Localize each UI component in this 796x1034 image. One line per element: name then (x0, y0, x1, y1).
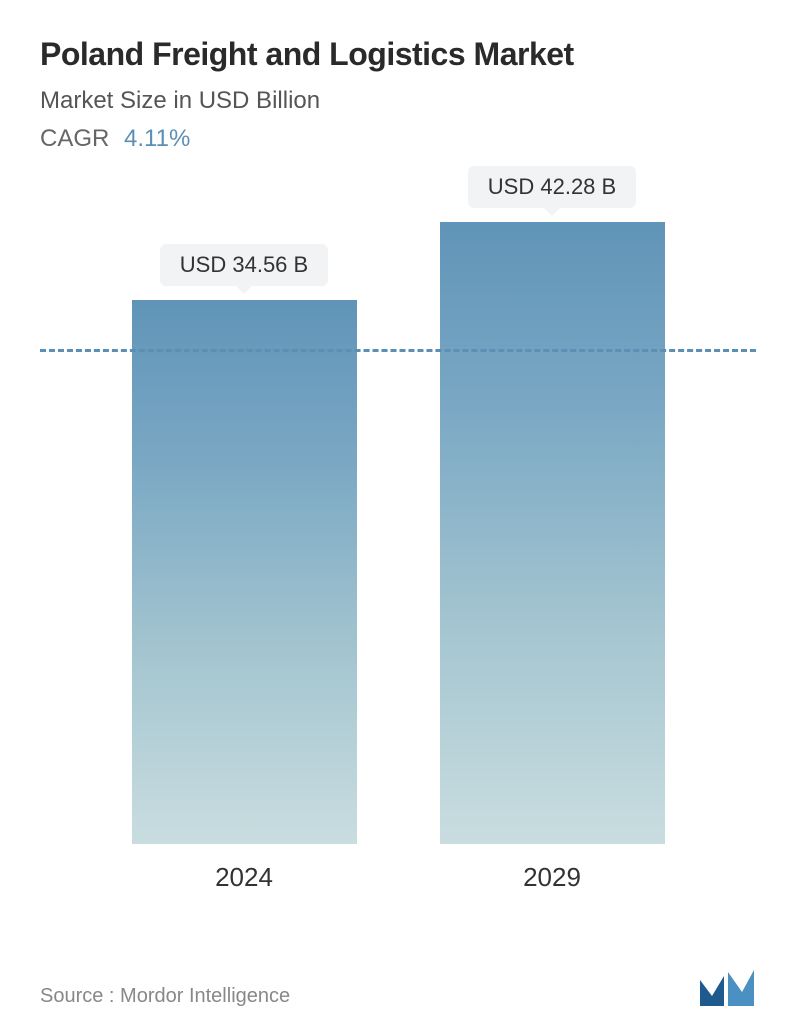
chart-area: USD 34.56 B 2024 USD 42.28 B 2029 (60, 213, 736, 893)
logo-svg (698, 968, 756, 1008)
bar-group-2024: USD 34.56 B 2024 (132, 244, 357, 893)
bars-wrapper: USD 34.56 B 2024 USD 42.28 B 2029 (60, 213, 736, 893)
chart-subtitle: Market Size in USD Billion (40, 87, 756, 115)
source-attribution: Source : Mordor Intelligence (40, 985, 290, 1008)
x-axis-label: 2029 (523, 862, 581, 893)
cagr-value: 4.11% (124, 125, 190, 152)
cagr-row: CAGR 4.11% (40, 125, 756, 153)
bar (440, 222, 665, 844)
value-badge: USD 34.56 B (160, 244, 328, 286)
footer: Source : Mordor Intelligence (40, 968, 756, 1008)
chart-title: Poland Freight and Logistics Market (40, 36, 756, 73)
bar (132, 300, 357, 844)
mordor-logo-icon (698, 968, 756, 1008)
chart-container: Poland Freight and Logistics Market Mark… (0, 0, 796, 1034)
cagr-label: CAGR (40, 125, 109, 152)
value-badge: USD 42.28 B (468, 166, 636, 208)
x-axis-label: 2024 (215, 862, 273, 893)
bar-group-2029: USD 42.28 B 2029 (440, 166, 665, 893)
reference-line (40, 349, 756, 352)
